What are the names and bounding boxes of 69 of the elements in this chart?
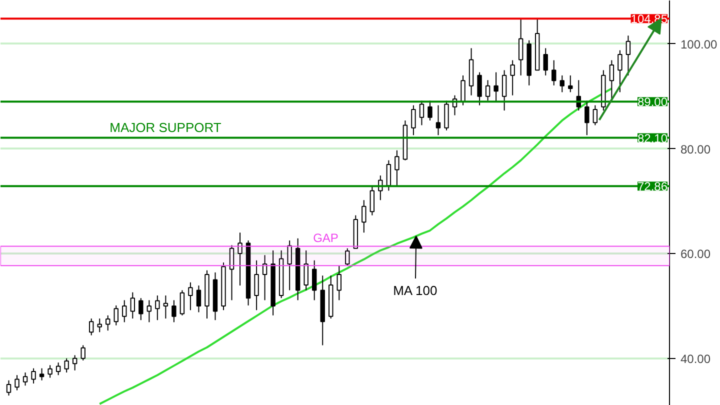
candlestick <box>155 294 160 321</box>
candlestick <box>106 314 110 332</box>
candlestick <box>238 232 242 286</box>
candlestick <box>584 100 590 136</box>
candlestick <box>80 344 86 361</box>
candlestick <box>510 60 515 96</box>
y-tick-label: 100.00 <box>680 37 718 52</box>
candlestick <box>502 70 507 112</box>
candlestick <box>370 184 375 216</box>
candlestick <box>172 300 176 323</box>
candlestick <box>609 60 614 102</box>
candlestick <box>72 354 78 371</box>
candlestick <box>336 265 342 301</box>
candlestick <box>560 74 564 93</box>
candlestick <box>568 74 573 93</box>
candlestick <box>163 294 168 320</box>
candlestick <box>138 298 144 321</box>
ref-line-label: 89.00 <box>637 95 668 110</box>
annotation: MAJOR SUPPORT <box>110 120 222 135</box>
candlestick <box>460 74 466 106</box>
candlestick <box>262 254 268 301</box>
candlestick <box>188 282 193 311</box>
candlestick <box>592 104 598 126</box>
candlestick <box>14 374 20 391</box>
candlestick <box>88 318 94 336</box>
candlestick <box>618 50 622 93</box>
candlestick <box>97 318 102 333</box>
y-tick-label: 60.00 <box>680 247 711 262</box>
y-tick-label: 80.00 <box>680 142 711 156</box>
candlestick <box>180 290 185 316</box>
candlestick <box>39 368 44 381</box>
candlestick <box>444 100 449 131</box>
candlestick <box>254 260 259 311</box>
candlestick <box>362 200 366 234</box>
line-series <box>98 88 613 405</box>
candlestick <box>436 104 441 136</box>
candlestick <box>543 48 548 76</box>
candlestick <box>287 240 292 291</box>
annotation: MA 100 <box>393 283 438 298</box>
candlestick <box>485 80 490 102</box>
candlestick <box>56 362 61 376</box>
candlestick <box>428 100 432 121</box>
ref-line-label: 72.86 <box>637 180 668 194</box>
y-tick-label: 40.00 <box>680 352 711 366</box>
candlestick <box>411 104 416 136</box>
candlestick <box>494 72 498 103</box>
candlestick <box>196 285 202 313</box>
candlestick <box>64 358 69 373</box>
candlestick <box>114 304 118 326</box>
candlestick <box>626 35 631 76</box>
candlestick <box>386 160 392 192</box>
candlestick <box>394 150 400 186</box>
candlestick <box>146 300 152 323</box>
band-label: GAP <box>313 231 338 246</box>
candlestick <box>477 72 482 106</box>
candlestick <box>419 100 424 126</box>
candlestick <box>552 60 556 86</box>
candlestick <box>345 248 350 266</box>
candlestick <box>6 380 12 396</box>
ref-line-label: 82.10 <box>637 131 668 146</box>
candlestick <box>130 292 136 320</box>
candlestick <box>22 372 28 386</box>
candlestick <box>122 300 127 323</box>
candlestick <box>48 364 52 378</box>
candlestick <box>31 368 36 384</box>
candlestick <box>304 250 308 291</box>
candlestick <box>312 260 317 301</box>
candlestick <box>518 18 524 76</box>
candlestick <box>229 244 234 301</box>
